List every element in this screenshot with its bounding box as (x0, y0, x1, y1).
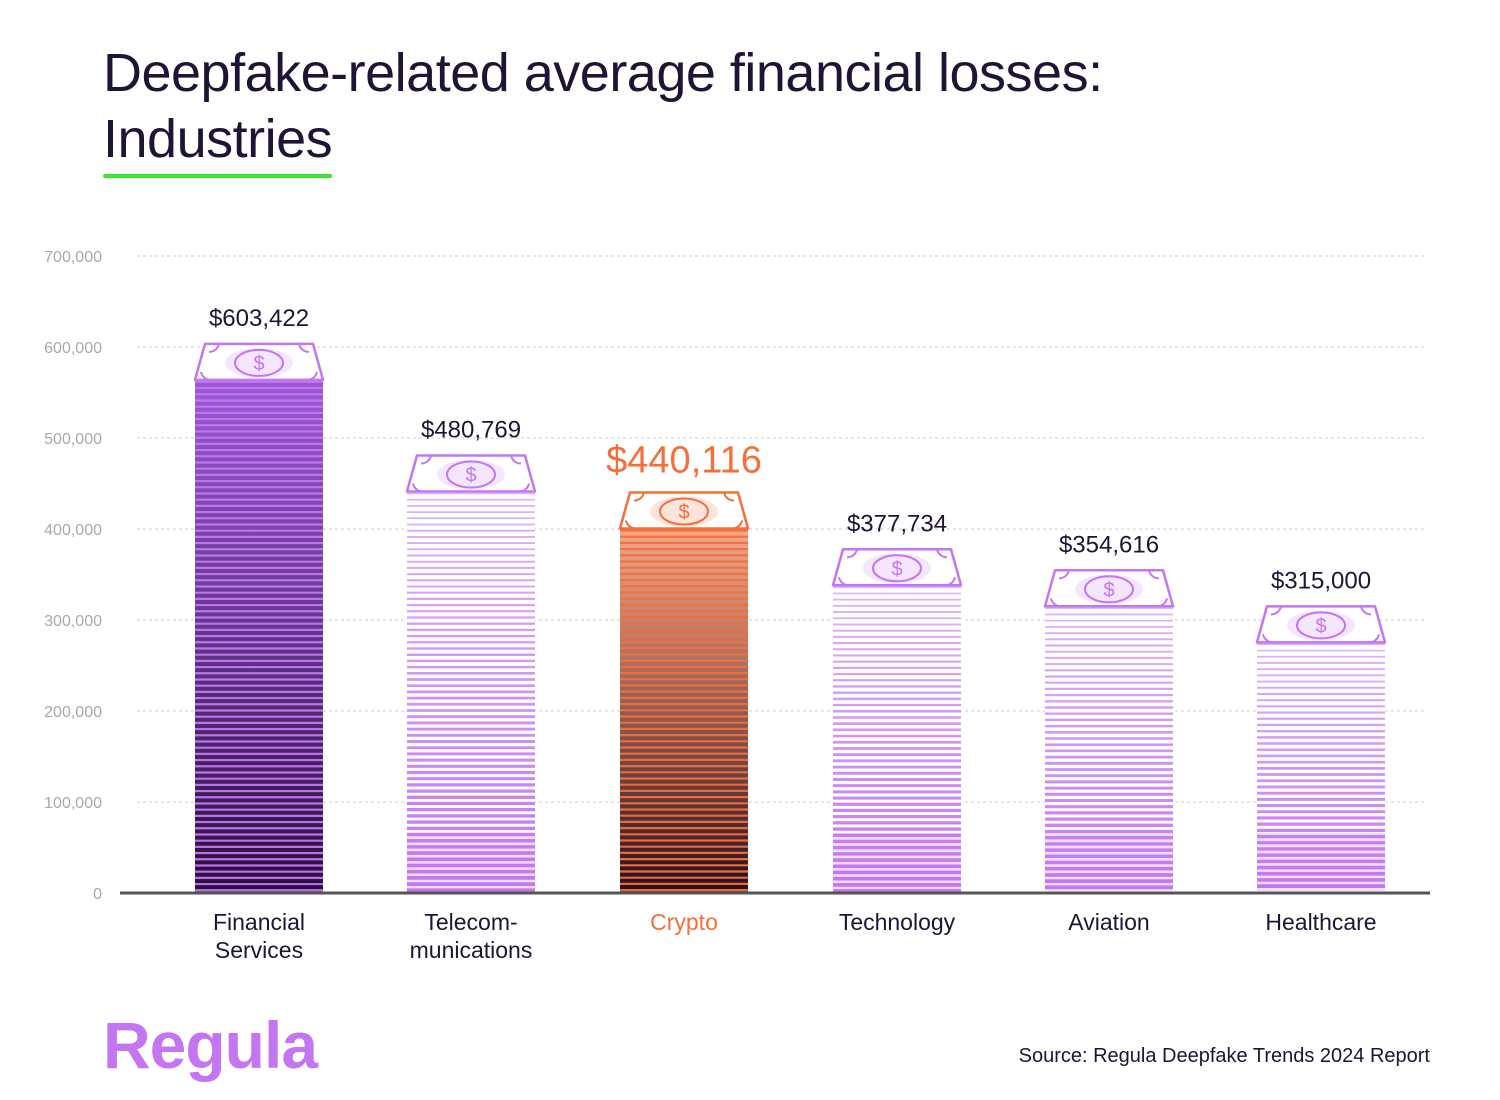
x-tick-label: Healthcare (1265, 909, 1376, 935)
dollar-banknote-icon: $ (405, 454, 537, 493)
bar: $ (1043, 569, 1175, 893)
y-tick-label: 700,000 (44, 249, 102, 266)
y-tick-label: 200,000 (44, 704, 102, 721)
x-tick-label: munications (410, 937, 533, 963)
value-label: $603,422 (209, 305, 309, 332)
value-label: $377,734 (847, 510, 947, 537)
x-tick-label: Telecom- (424, 909, 517, 935)
y-tick-label: 100,000 (44, 795, 102, 812)
bar: $ (618, 491, 750, 893)
svg-text:$: $ (1103, 579, 1114, 601)
value-label: $354,616 (1059, 531, 1159, 558)
y-tick-label: 600,000 (44, 340, 102, 357)
regula-logo: Regula (103, 1008, 318, 1082)
svg-text:$: $ (678, 501, 689, 523)
svg-text:$: $ (891, 558, 902, 580)
chart-title: Deepfake-related average financial losse… (103, 40, 1103, 178)
value-label: $440,116 (606, 439, 762, 481)
svg-text:$: $ (465, 465, 476, 487)
value-label: $315,000 (1271, 567, 1371, 594)
bars-layer: $ $ $ $ $ $ (120, 342, 1430, 895)
value-label: $480,769 (421, 417, 521, 444)
y-tick-label: 300,000 (44, 613, 102, 630)
source-note: Source: Regula Deepfake Trends 2024 Repo… (1018, 1045, 1430, 1067)
bar: $ (831, 548, 963, 893)
dollar-banknote-icon: $ (831, 548, 963, 587)
grid-layer: 0 100,000 200,000 300,000 400,000 500,000 600,… (44, 249, 1425, 903)
title-line-1: Deepfake-related average financial losse… (103, 43, 1103, 103)
y-tick-label: 500,000 (44, 431, 102, 448)
bar: $ (1255, 605, 1387, 893)
bar: $ (193, 342, 325, 893)
svg-text:$: $ (253, 353, 264, 375)
title-line-2: Industries (103, 106, 333, 178)
x-tick-label: Crypto (650, 909, 718, 935)
dollar-banknote-icon: $ (1043, 569, 1175, 608)
y-tick-label: 0 (93, 886, 102, 903)
dollar-banknote-icon: $ (193, 342, 325, 382)
dollar-banknote-icon: $ (618, 491, 750, 530)
y-tick-label: 400,000 (44, 522, 102, 539)
bar: $ (405, 454, 537, 893)
x-tick-label: Financial (213, 909, 305, 935)
svg-text:$: $ (1315, 615, 1326, 637)
x-tick-label: Technology (839, 909, 956, 935)
x-tick-label: Services (215, 937, 303, 963)
x-tick-label: Aviation (1068, 909, 1149, 935)
dollar-banknote-icon: $ (1255, 605, 1387, 644)
